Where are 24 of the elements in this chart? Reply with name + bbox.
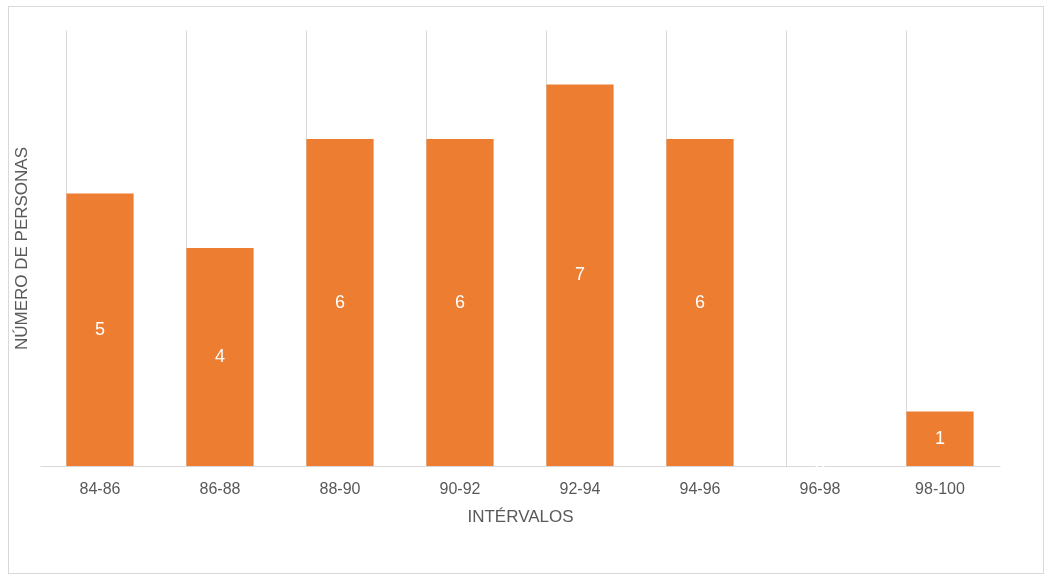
x-tick-label: 92-94 xyxy=(559,479,601,497)
data-label: 1 xyxy=(934,427,946,448)
x-tick-label: 96-98 xyxy=(799,479,841,497)
bar xyxy=(306,139,374,466)
bar xyxy=(186,248,254,466)
data-label: 6 xyxy=(694,291,706,312)
data-label: 4 xyxy=(214,346,226,366)
x-axis-title: INTÉRVALOS xyxy=(467,506,574,526)
x-tick-label: 98-100 xyxy=(915,479,966,497)
x-tick-label: 94-96 xyxy=(679,479,721,497)
bar xyxy=(906,411,974,466)
data-label: 6 xyxy=(334,291,346,312)
data-label: 5 xyxy=(94,318,106,339)
data-label: 6 xyxy=(454,291,466,312)
x-tick-label: 90-92 xyxy=(439,479,481,497)
x-tick-label: 86-88 xyxy=(199,479,241,497)
bar xyxy=(666,139,734,466)
y-axis-title: NÚMERO DE PERSONAS xyxy=(11,146,31,351)
x-tick-label: 84-86 xyxy=(79,479,121,497)
bar xyxy=(66,193,134,466)
x-tick-label: 88-90 xyxy=(319,479,361,497)
bar xyxy=(546,84,614,466)
data-label: 7 xyxy=(574,264,586,285)
bar xyxy=(426,139,494,466)
